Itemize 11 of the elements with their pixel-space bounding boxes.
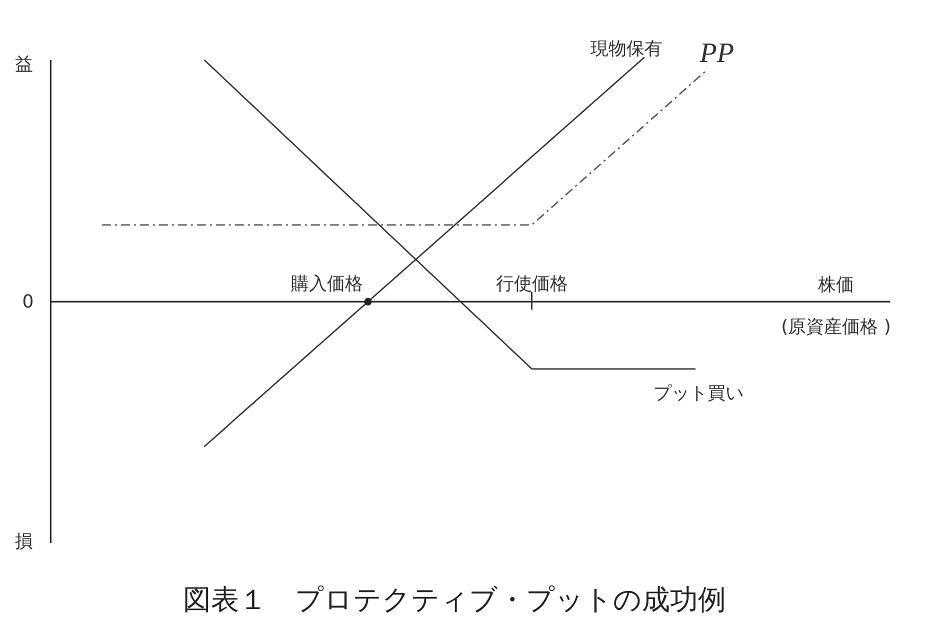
annotation: 益 [15,54,33,75]
xlabel: 株価 [818,274,854,296]
annotation: 損 [15,531,33,552]
title: 図表１ プロテクティブ・プットの成功例 [183,583,726,616]
x-axis-label: 購入価格 [291,274,364,295]
series-name: 現物保有 [590,38,662,60]
x-axis-label: 行使価格 [496,274,568,295]
series-name: プット買い [654,382,744,404]
xlabel: (原資産価格 ) [781,316,891,338]
annotation: 0 [22,292,34,313]
series-name: PP [700,38,734,69]
